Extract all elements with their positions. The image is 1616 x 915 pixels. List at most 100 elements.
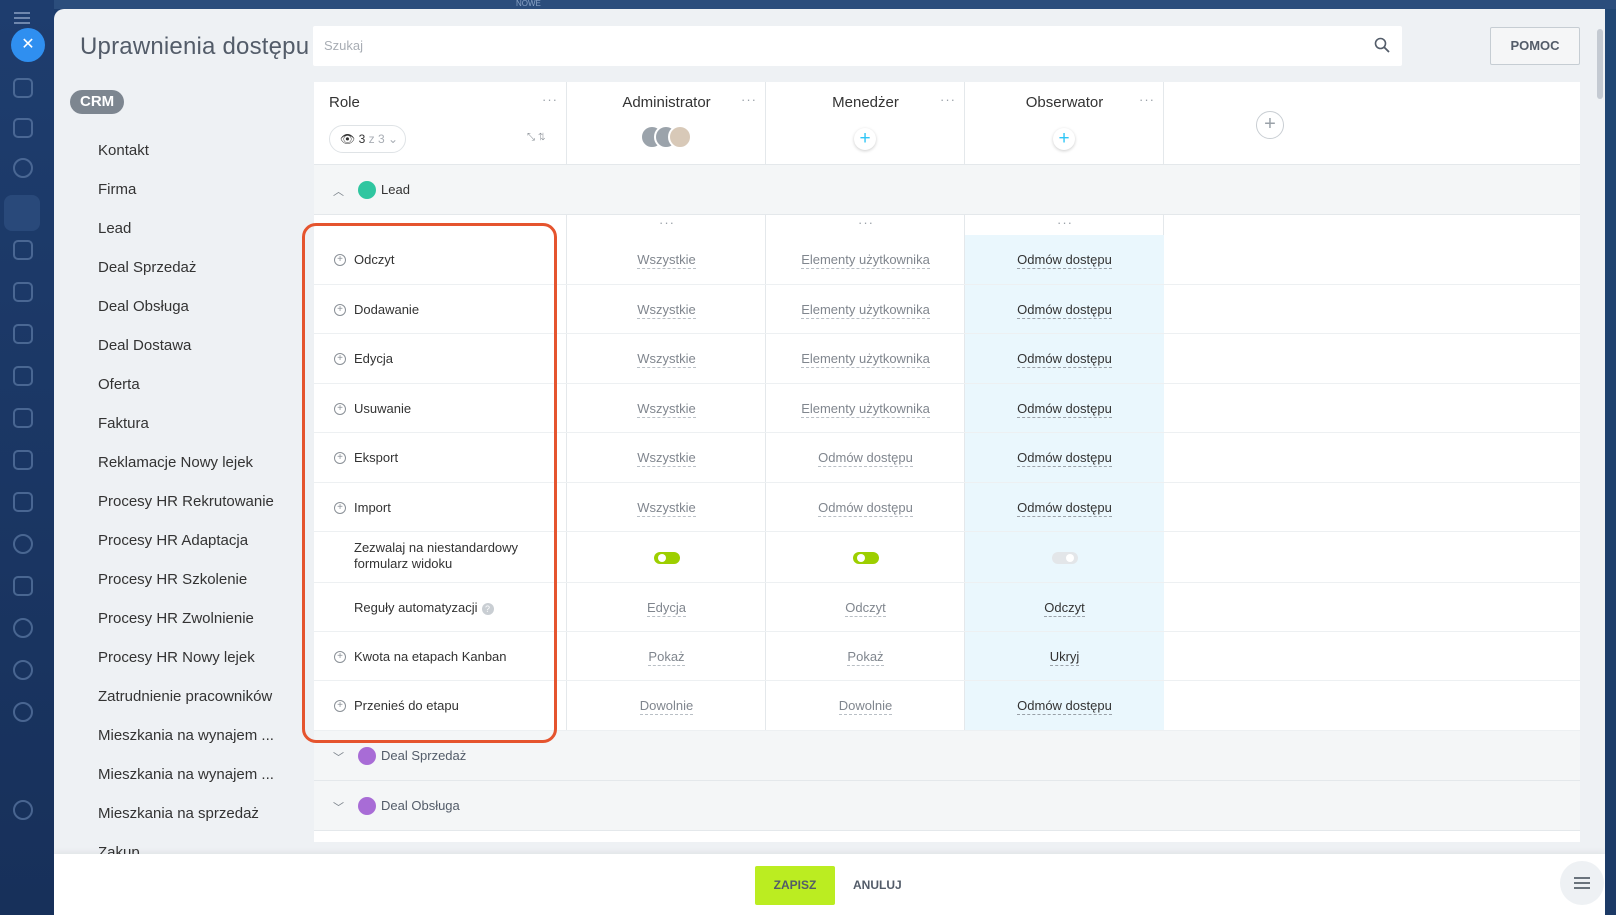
menedzer-menu-icon[interactable]: ··· (940, 92, 956, 107)
menu-item[interactable]: Mieszkania na wynajem ... (98, 727, 274, 744)
search-icon[interactable] (1374, 37, 1390, 53)
expand-plus-icon[interactable]: + (334, 254, 346, 266)
menu-icon[interactable] (14, 12, 30, 24)
crm-chip[interactable]: CRM (70, 90, 125, 114)
section-deal-obsluga[interactable]: ﹀ Deal Obsługa (314, 781, 1580, 831)
permission-value[interactable]: Pokaż (567, 649, 766, 666)
analytics-icon[interactable] (13, 450, 33, 470)
permission-value[interactable]: Ukryj (965, 649, 1164, 666)
robot-icon[interactable] (13, 240, 33, 260)
menu-item[interactable]: Procesy HR Zwolnienie (98, 610, 254, 627)
document-icon[interactable] (13, 492, 33, 512)
expand-plus-icon[interactable]: + (334, 502, 346, 514)
permission-value[interactable]: Odmów dostępu (965, 351, 1164, 368)
permission-value[interactable]: Odmów dostępu (965, 401, 1164, 418)
expand-plus-icon[interactable]: + (334, 403, 346, 415)
box-icon[interactable] (13, 576, 33, 596)
calendar-icon[interactable] (13, 408, 33, 428)
permission-value[interactable]: Odmów dostępu (766, 450, 965, 467)
di-icon[interactable] (13, 660, 33, 680)
permission-value[interactable]: Wszystkie (567, 252, 766, 269)
permission-toggle[interactable] (1052, 552, 1078, 564)
menu-item[interactable]: Procesy HR Nowy lejek (98, 649, 255, 666)
menu-item[interactable]: Lead (98, 220, 132, 237)
cancel-button[interactable]: ANULUJ (853, 878, 902, 892)
permission-value[interactable]: Dowolnie (567, 698, 766, 715)
permission-value[interactable]: Dowolnie (766, 698, 965, 715)
menu-button[interactable] (1560, 861, 1604, 905)
permission-value[interactable]: Wszystkie (567, 401, 766, 418)
crm-icon-active[interactable] (4, 195, 40, 231)
permission-value[interactable]: Elementy użytkownika (766, 401, 965, 418)
permission-value[interactable]: Wszystkie (567, 351, 766, 368)
cart-icon[interactable] (13, 324, 33, 344)
expand-plus-icon[interactable]: + (334, 304, 346, 316)
obserwator-add-member-button[interactable]: + (1053, 128, 1075, 150)
gear-icon[interactable] (13, 800, 33, 820)
menu-item[interactable]: Procesy HR Rekrutowanie (98, 493, 274, 510)
search-input[interactable]: Szukaj (313, 26, 1402, 66)
permission-value[interactable]: Elementy użytkownika (766, 351, 965, 368)
menu-item[interactable]: Firma (98, 181, 137, 198)
menu-item[interactable]: Procesy HR Szkolenie (98, 571, 248, 588)
tasks-icon[interactable] (13, 78, 33, 98)
permission-toggle[interactable] (654, 552, 680, 564)
menedzer-add-member-button[interactable]: + (854, 128, 876, 150)
ph-icon[interactable] (13, 618, 33, 638)
permission-value[interactable]: Elementy użytkownika (766, 302, 965, 319)
expand-plus-icon[interactable]: + (334, 651, 346, 663)
permission-value[interactable]: Wszystkie (567, 302, 766, 319)
chevron-down-icon[interactable]: ﹀ (333, 802, 344, 814)
menu-item[interactable]: Zatrudnienie pracowników (98, 688, 273, 705)
store-icon[interactable] (13, 366, 33, 386)
target-icon[interactable] (13, 158, 33, 178)
section-lead[interactable]: ︿ Lead (314, 165, 1580, 215)
chevron-up-icon[interactable]: ︿ (333, 186, 344, 198)
expand-plus-icon[interactable]: + (334, 700, 346, 712)
menu-item[interactable]: Procesy HR Adaptacja (98, 532, 249, 549)
permission-value[interactable]: Wszystkie (567, 500, 766, 517)
obserwator-section-menu-icon[interactable]: ··· (1057, 215, 1073, 230)
permission-toggle[interactable] (853, 552, 879, 564)
permission-value[interactable]: Elementy użytkownika (766, 252, 965, 269)
permission-value[interactable]: Edycja (567, 600, 766, 617)
collapse-expand-icon[interactable]: ⤡ ⇅ (527, 132, 546, 143)
menu-item[interactable]: Kontakt (98, 142, 149, 159)
menu-item[interactable]: Deal Sprzedaż (98, 259, 197, 276)
administrator-menu-icon[interactable]: ··· (741, 92, 757, 107)
scrollbar[interactable] (1595, 29, 1605, 99)
permission-value[interactable]: Wszystkie (567, 450, 766, 467)
permission-value[interactable]: Odmów dostępu (965, 302, 1164, 319)
expand-plus-icon[interactable]: + (334, 452, 346, 464)
dh-icon[interactable] (13, 702, 33, 722)
permission-value[interactable]: Odczyt (965, 600, 1164, 617)
administrator-avatars[interactable] (638, 123, 698, 153)
menu-item[interactable]: Reklamacje Nowy lejek (98, 454, 254, 471)
menu-item[interactable]: Mieszkania na sprzedaż (98, 805, 259, 822)
permission-value[interactable]: Odmów dostępu (965, 252, 1164, 269)
menedzer-section-menu-icon[interactable]: ··· (858, 215, 874, 230)
permission-value[interactable]: Odmów dostępu (965, 698, 1164, 715)
section-deal-sprzedaz[interactable]: ﹀ Deal Sprzedaż (314, 731, 1580, 781)
permission-value[interactable]: Odczyt (766, 600, 965, 617)
save-button[interactable]: ZAPISZ (755, 866, 835, 905)
pencil-icon[interactable] (13, 282, 33, 302)
role-menu-icon[interactable]: ··· (542, 92, 558, 107)
menu-item[interactable]: Faktura (98, 415, 149, 432)
settings-icon[interactable] (13, 534, 33, 554)
help-button[interactable]: POMOC (1490, 27, 1580, 65)
permission-value[interactable]: Odmów dostępu (965, 450, 1164, 467)
chat-icon[interactable] (13, 118, 33, 138)
permission-value[interactable]: Odmów dostępu (965, 500, 1164, 517)
permission-value[interactable]: Odmów dostępu (766, 500, 965, 517)
role-counter[interactable]: 👁 3 z 3 ⌄ (329, 125, 406, 153)
menu-item[interactable]: Deal Obsługa (98, 298, 189, 315)
menu-item[interactable]: Mieszkania na wynajem ... (98, 766, 274, 783)
obserwator-menu-icon[interactable]: ··· (1139, 92, 1155, 107)
close-slider-button[interactable]: ✕ (11, 28, 45, 62)
permission-value[interactable]: Pokaż (766, 649, 965, 666)
add-role-button[interactable]: + (1256, 111, 1284, 139)
menu-item[interactable]: Oferta (98, 376, 140, 393)
administrator-section-menu-icon[interactable]: ··· (659, 215, 675, 230)
chevron-down-icon[interactable]: ﹀ (333, 752, 344, 764)
